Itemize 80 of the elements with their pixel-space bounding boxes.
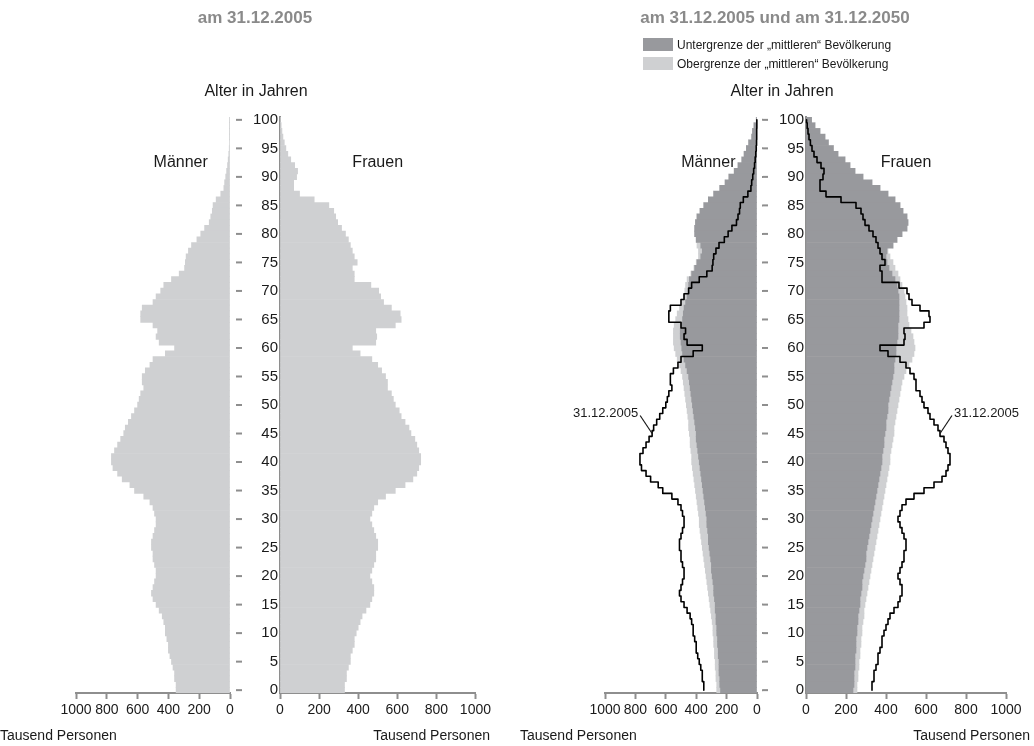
chart-title: am 31.12.2005 und am 31.12.2050 — [640, 8, 910, 28]
x-tick-label: 600 — [914, 701, 938, 718]
y-tick-label: 80 — [261, 224, 278, 242]
y-tick-label: 40 — [261, 452, 278, 470]
annotation: Männer — [681, 153, 737, 171]
y-tick-label: 85 — [261, 195, 278, 213]
y-tick-label: 10 — [787, 623, 804, 641]
y-tick-label: 5 — [269, 651, 278, 669]
y-tick-label: 35 — [261, 480, 278, 498]
x-tick-label: 400 — [156, 701, 181, 718]
y-tick-label: 85 — [787, 195, 804, 213]
y-tick-label: 5 — [795, 651, 804, 669]
y-tick-label: 40 — [787, 452, 804, 470]
x-tick-label: 0 — [753, 701, 762, 718]
x-tick-label: 600 — [125, 701, 150, 718]
x-tick-label: 0 — [226, 701, 235, 718]
y-tick-label: 100 — [252, 109, 278, 127]
x-tick-label: 800 — [623, 701, 648, 718]
y-tick-label: 95 — [787, 138, 804, 156]
y-tick-label: 90 — [261, 167, 278, 185]
x-tick-label: 200 — [834, 701, 858, 718]
y-tick-label: 50 — [261, 395, 278, 413]
y-axis-title: Alter in Jahren — [204, 82, 308, 100]
x-tick-label: 600 — [385, 701, 410, 718]
x-tick-label: 800 — [424, 701, 449, 718]
y-tick-label: 65 — [787, 309, 804, 327]
y-tick-label: 95 — [261, 138, 278, 156]
legend-label: Obergrenze der „mittleren“ Bevölkerung — [677, 57, 889, 71]
x-axis-title: Tausend Personen — [0, 727, 117, 743]
y-tick-label: 20 — [261, 566, 278, 584]
y-tick-label: 70 — [261, 281, 278, 299]
annotation: Männer — [153, 153, 209, 171]
x-tick-label: 1000 — [589, 701, 621, 718]
y-tick-label: 15 — [787, 594, 804, 612]
y-tick-label: 45 — [787, 423, 804, 441]
x-tick-label: 600 — [654, 701, 678, 718]
x-tick-label: 200 — [187, 701, 212, 718]
y-tick-label: 70 — [787, 281, 804, 299]
y-axis-title: Alter in Jahren — [730, 82, 834, 100]
y-tick-label: 25 — [261, 537, 278, 555]
x-tick-label: 1000 — [60, 701, 92, 718]
x-axis-title: Tausend Personen — [520, 727, 637, 743]
y-tick-label: 20 — [787, 566, 804, 584]
y-tick-label: 80 — [787, 224, 804, 242]
x-tick-label: 200 — [714, 701, 739, 718]
x-tick-label: 400 — [874, 701, 898, 718]
y-tick-label: 60 — [261, 338, 278, 356]
y-tick-label: 65 — [261, 309, 278, 327]
y-tick-label: 0 — [795, 680, 804, 698]
y-tick-label: 75 — [261, 252, 278, 270]
y-tick-label: 0 — [269, 680, 278, 698]
x-tick-label: 200 — [307, 701, 331, 718]
y-tick-label: 35 — [787, 480, 804, 498]
y-tick-label: 55 — [787, 366, 804, 384]
x-tick-label: 800 — [954, 701, 978, 718]
y-tick-label: 60 — [787, 338, 804, 356]
y-tick-label: 90 — [787, 167, 804, 185]
y-tick-label: 30 — [787, 509, 804, 527]
x-tick-label: 400 — [684, 701, 709, 718]
y-tick-label: 50 — [787, 395, 804, 413]
annotation: Frauen — [880, 153, 932, 171]
y-tick-label: 75 — [787, 252, 804, 270]
x-axis-title: Tausend Personen — [913, 727, 1030, 743]
x-axis-title: Tausend Personen — [373, 727, 490, 743]
y-tick-label: 15 — [261, 594, 278, 612]
annotation: 31.12.2005 — [954, 405, 1020, 421]
x-tick-label: 1000 — [990, 701, 1022, 718]
y-tick-label: 100 — [778, 109, 804, 127]
y-tick-label: 25 — [787, 537, 804, 555]
x-tick-label: 800 — [95, 701, 119, 718]
y-tick-label: 10 — [261, 623, 278, 641]
x-tick-label: 1000 — [459, 701, 492, 718]
y-tick-label: 45 — [261, 423, 278, 441]
chart-title: am 31.12.2005 — [197, 8, 313, 28]
x-tick-label: 400 — [346, 701, 371, 718]
y-tick-label: 55 — [261, 366, 278, 384]
y-tick-label: 30 — [261, 509, 278, 527]
annotation: Frauen — [352, 153, 404, 171]
legend-label: Untergrenze der „mittleren“ Bevölkerung — [677, 38, 892, 52]
annotation: 31.12.2005 — [573, 405, 639, 421]
